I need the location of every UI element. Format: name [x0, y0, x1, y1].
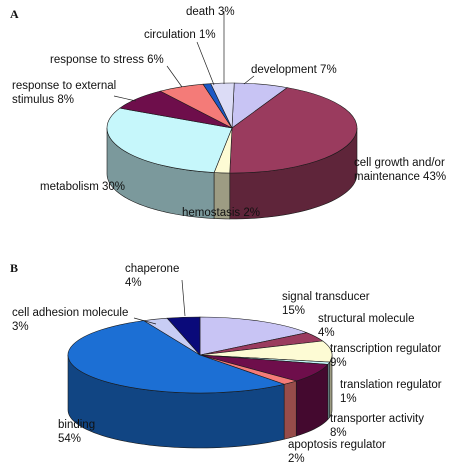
pie-a-label-text: circulation 1%: [144, 29, 216, 41]
pie-b-label-transporter-activity-8: transporter activity 8%: [330, 413, 424, 439]
pie-a-label-text: hemostasis 2%: [182, 207, 260, 219]
pie-b-label-text: 9%: [330, 357, 347, 369]
pie-a-label-response-to-stress-6: response to stress 6%: [50, 54, 183, 88]
pie-b-label-text: binding: [58, 419, 95, 431]
pie-b-label-text: apoptosis regulator: [288, 439, 386, 451]
pie-b-leader-line: [133, 317, 157, 325]
pie-b-label-text: 3%: [12, 321, 29, 333]
panel-label-b: B: [10, 261, 18, 275]
pie-b-label-text: cell adhesion molecule: [12, 307, 128, 319]
pie-b-label-cell-adhesion-molecule-3: cell adhesion molecule 3%: [12, 307, 157, 333]
pie-b-label-text: signal transducer: [282, 291, 370, 303]
pie-a-slice-death: [210, 82, 235, 129]
pie-a-label-cell-growth-and-or-maintenance-43: cell growth and/or maintenance 43%: [354, 157, 446, 183]
pie-a-leader-line: [196, 41, 215, 86]
pie-b-label-text: 8%: [330, 427, 347, 439]
pie-b-label-text: 1%: [340, 393, 357, 405]
pie-b-labels: chaperone 4% cell adhesion molecule 3% signa…: [12, 263, 442, 465]
pie-a-label-text: response to stress 6%: [50, 54, 164, 66]
pie-b-label-text: 4%: [125, 277, 142, 289]
pie-b-label-text: chaperone: [125, 263, 179, 275]
pie-b-label-text: structural molecule: [318, 313, 415, 325]
pie-b-label-text: transcription regulator: [330, 343, 441, 355]
pie-a-label-circulation-1: circulation 1%: [144, 29, 216, 86]
pie-b-label-signal-transducer-15: signal transducer 15%: [282, 291, 370, 317]
pie-a-label-hemostasis-2: hemostasis 2%: [182, 207, 260, 219]
pie-b-label-apoptosis-regulator-2: apoptosis regulator 2%: [288, 439, 386, 465]
pie-b-label-structural-molecule-4: structural molecule 4%: [318, 313, 415, 339]
pie-b-label-translation-regulator-1: translation regulator 1%: [340, 379, 442, 405]
pie-a-label-development-7: development 7%: [243, 64, 337, 85]
pie-a-label-metabolism-30: metabolism 30%: [40, 181, 125, 193]
pie-a-label-text: cell growth and/or: [354, 157, 445, 169]
pie-b-leader-line: [181, 279, 186, 317]
panel-label-a: A: [10, 7, 19, 21]
pie-b-slice-binding: [67, 320, 286, 394]
pie-a-label-death-3: death 3%: [186, 6, 235, 84]
pie-a-label-text: metabolism 30%: [40, 181, 125, 193]
pie-b-slice-chaperone: [166, 316, 201, 356]
pie-a-leader-line: [166, 65, 183, 88]
pie-a-label-text: maintenance 43%: [354, 171, 446, 183]
pie-b-label-transcription-regulator-9: transcription regulator 9%: [330, 343, 441, 369]
pie-a-label-text: death 3%: [186, 6, 235, 18]
pie-a-label-text: response to external: [12, 80, 116, 92]
pie-b-label-text: 4%: [318, 327, 335, 339]
pie-b-label-text: 54%: [58, 433, 81, 445]
pie-b-label-binding-54: binding 54%: [58, 419, 95, 445]
pie-a-slice-cell-growth-and-or-maintenance: [229, 87, 358, 174]
pie-b-side-apoptosis-regulator: [283, 380, 297, 440]
pie-b-label-text: 15%: [282, 305, 305, 317]
pie-b-label-chaperone-4: chaperone 4%: [125, 263, 186, 317]
pie-a-label-text: stimulus 8%: [12, 94, 74, 106]
pie-a-labels: death 3% circulation 1% response to stress…: [12, 6, 446, 219]
pie-a-label-response-to-external-stimulus-8: response to external stimulus 8%: [12, 80, 137, 106]
pie-b-slice-signal-transducer: [199, 316, 308, 356]
pie-b-label-text: 2%: [288, 453, 305, 465]
pie-a-leader-line: [113, 95, 137, 102]
pie-a-leader-line: [243, 75, 255, 85]
pie-b-label-text: transporter activity: [330, 413, 424, 425]
pie-chart-b: [67, 316, 333, 449]
pie-b-label-text: translation regulator: [340, 379, 442, 391]
pie-a-slice-metabolism: [106, 107, 233, 173]
pie-chart-a: [106, 82, 358, 220]
pie-a-label-text: development 7%: [251, 64, 337, 76]
